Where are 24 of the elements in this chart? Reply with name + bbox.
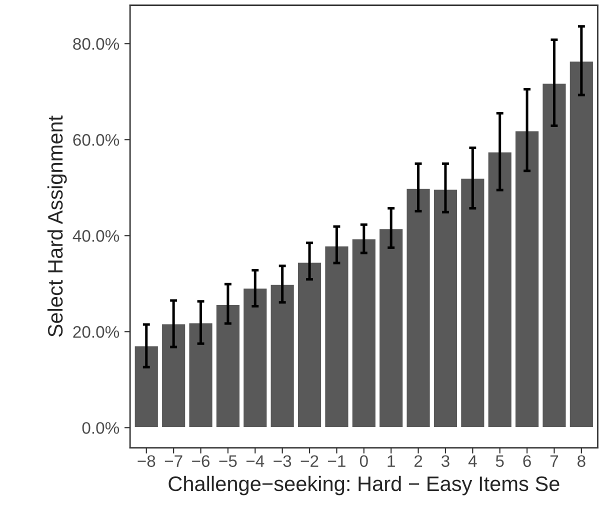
x-tick-label: −4 <box>246 455 264 467</box>
y-axis-title: Select Hard Assignment <box>47 116 67 337</box>
y-tick-label: 0.0% <box>82 422 120 434</box>
x-tick-label: 6 <box>523 455 531 468</box>
y-tick-label: 60.0% <box>73 134 120 146</box>
x-tick-label: 1 <box>388 455 395 467</box>
x-tick-label: 0 <box>360 455 368 468</box>
x-tick-label: 3 <box>441 455 450 468</box>
x-tick-label: −5 <box>219 455 237 468</box>
y-tick-label: 20.0% <box>73 326 120 338</box>
x-tick-label: 4 <box>468 455 477 467</box>
x-tick-label: 7 <box>550 455 558 467</box>
y-tick-label: 40.0% <box>72 230 120 242</box>
x-tick-label: −7 <box>164 455 182 467</box>
x-tick-label: −1 <box>328 455 346 467</box>
x-tick-label: 5 <box>496 455 504 468</box>
x-tick-label: −6 <box>192 455 210 468</box>
x-tick-label: 8 <box>578 455 586 468</box>
x-tick-label: −2 <box>300 455 318 467</box>
x-axis-title: Challenge−seeking: Hard − Easy Items Se <box>168 476 560 496</box>
x-tick-label: −3 <box>274 455 292 468</box>
y-tick-label: 80.0% <box>73 38 120 50</box>
x-tick-label: 2 <box>414 455 422 467</box>
x-tick-label: −8 <box>138 455 156 468</box>
